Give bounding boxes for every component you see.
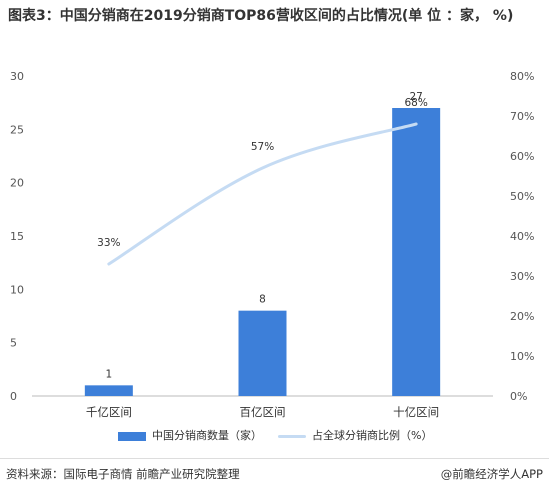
brand-credit: @前瞻经济学人APP	[440, 467, 543, 481]
line-value-label: 68%	[404, 97, 427, 109]
line-data-labels: 33% 57% 68%	[97, 97, 428, 249]
right-tick-label: 70%	[510, 110, 534, 123]
chart-canvas: 0 5 10 15 20 25 30 0% 10% 20% 30% 40% 50% 60% 70% 8 0% …	[10, 70, 534, 419]
line-value-label: 33%	[97, 237, 120, 249]
chart-title: 图表3：中国分销商在2019分销商TOP86营收区间的占比情况(单 位 ：家， …	[8, 8, 514, 24]
legend-item-bar: 中国分销商数量（家）	[118, 428, 262, 444]
footer-divider	[0, 458, 549, 459]
ratio-line	[107, 122, 418, 266]
left-axis-ticks: 0 5 10 15 20 25 30	[10, 70, 24, 403]
bar	[392, 108, 441, 396]
category-labels: 千亿区间 百亿区间 十亿区间	[86, 405, 439, 419]
left-tick-label: 25	[10, 123, 24, 136]
right-tick-label: 40%	[510, 230, 534, 243]
right-axis-ticks: 0% 10% 20% 30% 40% 50% 60% 70% 80%	[510, 70, 534, 403]
source-note: 资料来源：国际电子商情 前瞻产业研究院整理	[6, 467, 240, 481]
right-tick-label: 20%	[510, 310, 534, 323]
legend: 中国分销商数量（家） 占全球分销商比例（%）	[0, 428, 549, 446]
legend-item-line: 占全球分销商比例（%）	[278, 428, 432, 444]
right-tick-label: 10%	[510, 350, 534, 363]
left-tick-label: 30	[10, 70, 24, 83]
bar	[238, 310, 287, 396]
left-tick-label: 10	[10, 283, 24, 296]
right-tick-label: 30%	[510, 270, 534, 283]
category-label: 百亿区间	[240, 405, 286, 419]
legend-label-line: 占全球分销商比例（%）	[312, 429, 433, 442]
bar-value-label: 1	[105, 368, 112, 380]
legend-swatch-line	[278, 434, 306, 438]
bar-value-label: 8	[259, 294, 266, 306]
bar	[84, 385, 133, 396]
left-tick-label: 0	[10, 390, 17, 403]
right-tick-label: 50%	[510, 190, 534, 203]
bar-value-label: 27	[409, 91, 422, 103]
right-tick-label: 0%	[510, 390, 527, 403]
category-label: 千亿区间	[86, 405, 132, 419]
right-tick-label: 80%	[510, 70, 534, 83]
right-tick-label: 60%	[510, 150, 534, 163]
left-tick-label: 20	[10, 177, 24, 190]
bar-series	[84, 108, 441, 396]
legend-swatch-bar	[118, 431, 146, 441]
category-label: 十亿区间	[393, 405, 439, 419]
legend-label-bar: 中国分销商数量（家）	[152, 429, 262, 442]
left-tick-label: 5	[10, 337, 17, 350]
line-value-label: 57%	[251, 141, 274, 153]
left-tick-label: 15	[10, 230, 24, 243]
